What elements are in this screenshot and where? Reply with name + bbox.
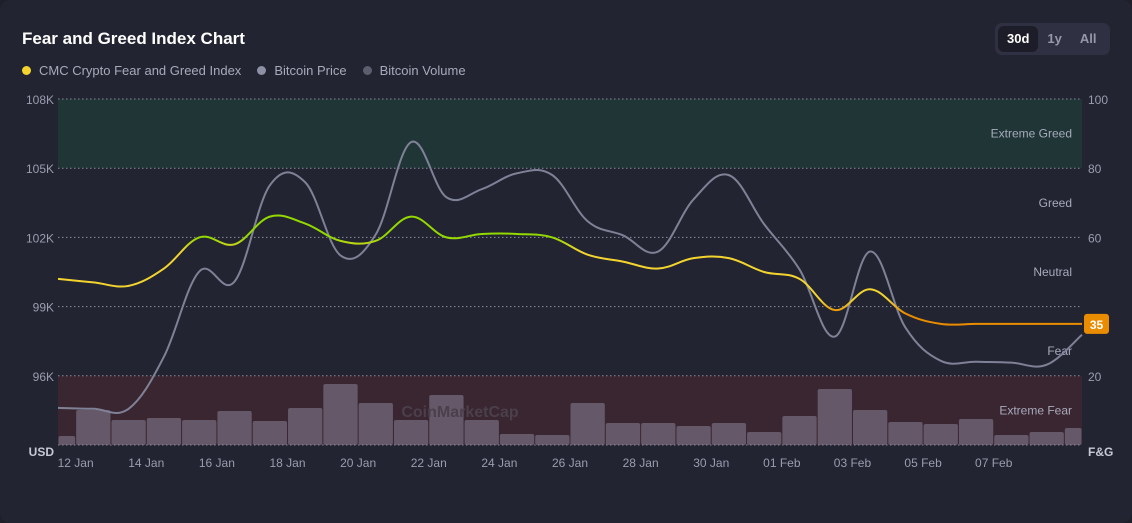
legend-item-bitcoin-volume[interactable]: Bitcoin Volume [362,63,466,78]
range-1y-button[interactable]: 1y [1047,31,1062,46]
range-all-button[interactable]: All [1079,31,1097,46]
volume-bar [182,420,217,445]
left-axis-tick: 96K [33,370,54,384]
volume-bar [323,384,358,445]
volume-bar [393,420,429,445]
range-selector: 30d 1y All [995,23,1110,55]
x-axis-tick: 22 Jan [411,456,447,470]
fear-greed-line [57,214,1082,326]
volume-bar [499,434,535,445]
volume-bar [252,421,288,445]
x-axis-tick: 28 Jan [623,456,659,470]
volume-bar [464,420,499,445]
volume-bar [146,418,182,445]
left-axis-unit: USD [29,445,55,459]
legend-label: Bitcoin Price [274,63,347,78]
range-30d-button[interactable]: 30d [998,26,1039,52]
volume-bar [888,422,923,445]
right-axis-unit: F&G [1088,445,1113,459]
volume-bar [605,423,641,445]
current-value-text: 35 [1090,318,1104,332]
legend-item-bitcoin-price[interactable]: Bitcoin Price [257,63,347,78]
x-axis-tick: 20 Jan [340,456,376,470]
zone-label: Extreme Fear [999,403,1072,417]
volume-bar [76,410,111,445]
legend-label: Bitcoin Volume [379,63,466,78]
right-axis-tick: 20 [1088,370,1102,384]
left-axis-tick: 105K [26,162,54,176]
x-axis-tick: 07 Feb [975,456,1013,470]
volume-bar [217,411,252,445]
zone-label: Fear [1047,344,1072,358]
left-axis-tick: 108K [26,93,54,107]
x-axis-tick: 16 Jan [199,456,235,470]
x-axis-tick: 14 Jan [128,456,164,470]
legend-dot-icon [22,66,31,75]
x-axis-tick: 05 Feb [904,456,942,470]
volume-bar [358,403,393,445]
x-axis-tick: 26 Jan [552,456,588,470]
volume-bar [852,410,888,445]
volume-bar [782,416,817,445]
left-axis-tick: 99K [33,301,54,315]
x-axis-tick: 18 Jan [270,456,306,470]
zone-label: Extreme Greed [991,127,1072,141]
volume-bar [747,432,782,445]
zone-extreme-greed [58,99,1082,169]
volume-bar [958,419,994,445]
volume-bar [1064,428,1082,445]
legend: CMC Crypto Fear and Greed Index Bitcoin … [22,63,466,78]
right-axis-tick: 60 [1088,231,1102,245]
volume-bar [641,423,676,445]
volume-bar [58,436,76,445]
x-axis-tick: 03 Feb [834,456,872,470]
volume-bar [1029,432,1064,445]
volume-bar [676,426,711,445]
right-axis-tick: 80 [1088,162,1102,176]
volume-bar [994,435,1029,445]
x-axis-tick: 24 Jan [481,456,517,470]
x-axis-tick: 01 Feb [763,456,801,470]
bitcoin-price-line [57,140,1083,414]
legend-item-fear-greed[interactable]: CMC Crypto Fear and Greed Index [22,63,241,78]
volume-bar [923,424,958,445]
x-axis-tick: 12 Jan [58,456,94,470]
volume-bar [570,403,605,445]
zone-label: Neutral [1033,265,1072,279]
current-value-badge [1084,313,1109,334]
legend-dot-icon [257,66,267,75]
chart-title: Fear and Greed Index Chart [22,29,245,48]
right-axis-tick: 100 [1088,93,1108,107]
volume-bar [817,389,852,445]
left-axis-tick: 102K [26,231,54,245]
watermark-logo: CoinMarketCap [401,404,519,421]
volume-bar [429,395,464,445]
volume-bar [535,435,570,445]
zone-label: Greed [1039,196,1072,210]
volume-bar [111,420,146,445]
volume-bar [288,408,323,445]
volume-bar [711,423,747,445]
legend-label: CMC Crypto Fear and Greed Index [39,63,242,78]
x-axis-tick: 30 Jan [693,456,729,470]
legend-dot-icon [362,66,372,75]
